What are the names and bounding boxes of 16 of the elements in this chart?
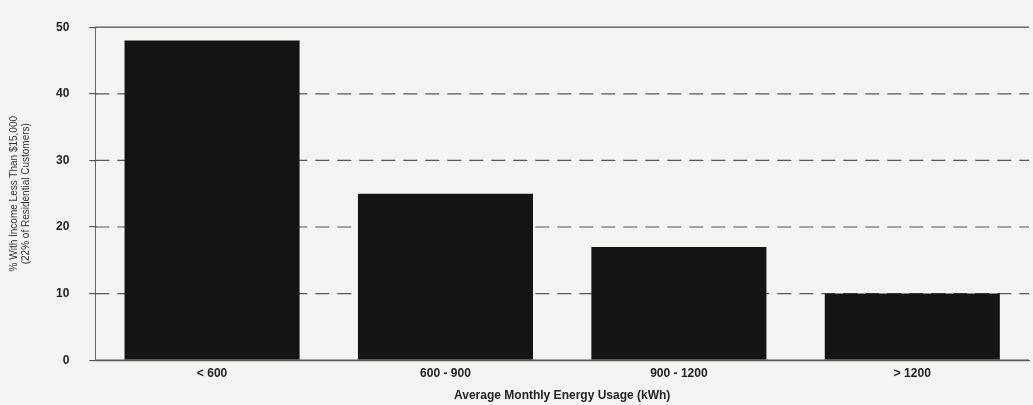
- y-tick-label: 40: [55, 86, 70, 101]
- y-tick-label: 10: [55, 285, 70, 300]
- x-tick-label: 900 - 1200: [650, 365, 708, 380]
- bar: [824, 293, 1000, 360]
- x-tick-label: < 600: [196, 365, 228, 380]
- y-tick-label: 50: [55, 19, 70, 34]
- y-tick-label: 30: [55, 152, 70, 167]
- y-tick-label: 20: [55, 219, 70, 234]
- bar: [124, 40, 300, 360]
- bar: [357, 193, 533, 360]
- bar: [591, 246, 767, 360]
- x-tick-label: 600 - 900: [420, 365, 472, 380]
- y-tick-label: 0: [62, 352, 70, 367]
- x-tick-label: > 1200: [893, 365, 932, 380]
- x-axis-title: Average Monthly Energy Usage (kWh): [454, 388, 671, 403]
- y-axis-title: % With Income Less Than $15,000 (22% of Residential Customers): [7, 115, 31, 272]
